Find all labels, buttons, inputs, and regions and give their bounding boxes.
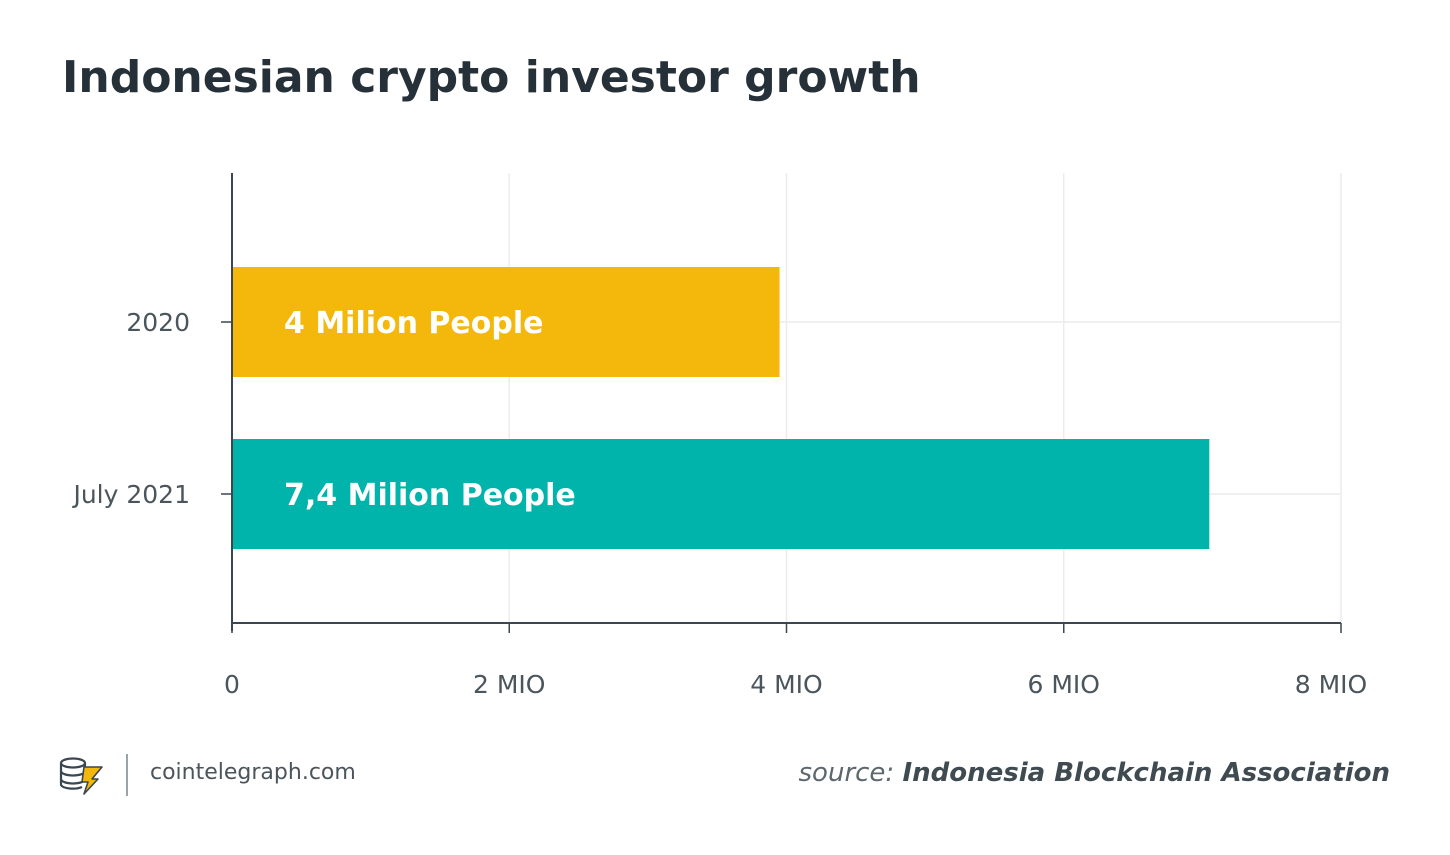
source-label: source: [798,758,895,788]
axes [221,173,1342,633]
x-tick-label: 8 MIO [1295,670,1367,699]
cointelegraph-logo-icon [59,757,103,795]
bars [232,267,1210,549]
x-tick-label: 2 MIO [473,670,545,699]
site-url[interactable]: cointelegraph.com [150,760,356,785]
bar-chart: 4 Milion People 2020 7,4 Milion People July… [71,173,1367,699]
footer: cointelegraph.com source: Indonesia Bloc… [0,748,1450,808]
x-tick-label: 4 MIO [750,670,822,699]
chart-title: Indonesian crypto investor growth [62,52,921,103]
source-org: Indonesia Blockchain Association [902,758,1390,788]
bar-1 [232,267,780,377]
x-tick-label: 0 [224,670,240,699]
y-tick-label: 2020 [126,308,190,337]
x-tick-label: 6 MIO [1028,670,1100,699]
footer-divider [126,754,128,796]
y-tick-label: July 2021 [71,480,190,509]
bar-data-label: 4 Milion People [284,306,543,341]
labels: 4 Milion People 2020 7,4 Milion People July… [71,306,1367,699]
grid-lines [232,173,1342,623]
bar-data-label: 7,4 Milion People [284,478,576,513]
bar-2 [232,439,1210,549]
source-credit: source: Indonesia Blockchain Association [799,758,1390,788]
